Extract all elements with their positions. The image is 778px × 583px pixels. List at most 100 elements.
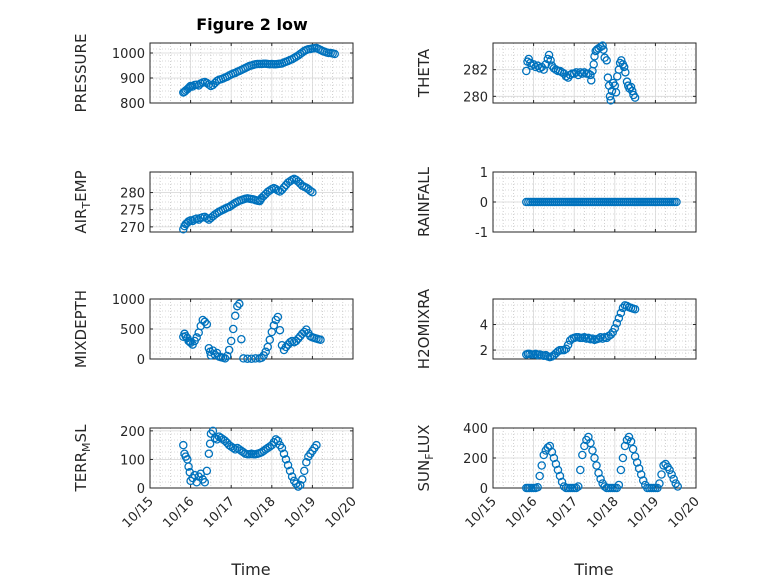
y-tick-label: 900 <box>120 72 145 87</box>
data-point <box>541 350 551 360</box>
data-point <box>659 461 668 470</box>
data-point <box>531 62 540 72</box>
data-point <box>204 80 214 89</box>
data-point <box>571 483 581 493</box>
data-point <box>224 345 234 355</box>
data-point <box>625 84 634 93</box>
data-point <box>330 49 339 59</box>
axes-box <box>492 298 697 360</box>
data-point <box>563 340 573 350</box>
data-point <box>665 465 674 475</box>
y-tick-label: -1 <box>475 226 488 241</box>
y-tick-label: 1 <box>480 166 488 181</box>
data-point <box>179 440 188 450</box>
y-axis-label: PRESSURE <box>72 34 90 113</box>
data-point <box>233 301 242 311</box>
data-point <box>202 319 212 329</box>
data-point <box>596 333 605 342</box>
data-point <box>251 354 260 363</box>
subplot-4: 0 500 1000 MIXDEPTH <box>72 290 354 368</box>
data-point <box>535 471 544 481</box>
data-point <box>279 449 289 458</box>
data-point <box>546 56 555 65</box>
data-point <box>578 69 587 78</box>
data-point <box>257 353 266 363</box>
y-tick-label: 100 <box>120 453 145 468</box>
data-point <box>598 41 607 50</box>
data-point <box>271 435 281 444</box>
subplot-6: 10/15 10/16 10/17 10/18 10/19 10/20 0 100 200 TER… <box>72 424 360 531</box>
data-point <box>261 347 270 357</box>
y-axis-label: THETA <box>415 48 433 98</box>
data-point <box>628 444 638 454</box>
data-point <box>273 436 283 446</box>
data-point <box>231 311 240 321</box>
data-point <box>210 433 220 443</box>
x-tick-label: 10/18 <box>242 494 279 531</box>
y-axis-label: H2OMIXRA <box>415 288 433 369</box>
data-point <box>306 186 315 196</box>
x-tick-label: 10/18 <box>585 494 622 531</box>
data-point <box>220 354 230 363</box>
data-point <box>265 335 275 345</box>
data-point <box>184 462 193 471</box>
data-point <box>588 334 597 343</box>
x-tick-label: 10/20 <box>323 494 360 531</box>
y-axis-label: SUNFLUX <box>415 425 436 492</box>
data-point <box>559 345 569 355</box>
data-point <box>281 455 291 464</box>
data-point <box>316 335 325 345</box>
data-point <box>269 321 279 330</box>
data-point <box>574 482 583 491</box>
data-point <box>626 437 636 446</box>
data-point <box>619 62 629 72</box>
subplot-2: 270 275 280 AIRTEMP <box>72 170 354 236</box>
data-point <box>596 42 605 52</box>
data-point <box>277 340 287 350</box>
data-point <box>605 92 615 101</box>
y-tick-label: 800 <box>120 97 145 112</box>
y-axis-label: AIRTEMP <box>72 170 93 233</box>
data-point <box>239 354 248 363</box>
y-tick-label: 0 <box>137 353 145 368</box>
data-point <box>300 466 309 476</box>
axes-box <box>149 427 354 489</box>
y-tick-label: 280 <box>120 187 145 202</box>
data-point <box>606 330 615 339</box>
data-point <box>618 453 628 463</box>
data-point <box>275 325 285 335</box>
y-tick-label: 1000 <box>112 47 145 62</box>
data-point <box>672 197 681 207</box>
data-point <box>669 474 678 484</box>
x-tick-label: 10/17 <box>544 494 581 531</box>
y-tick-label: 2 <box>480 344 488 359</box>
data-point <box>594 334 603 343</box>
y-tick-label: 200 <box>120 425 145 440</box>
data-point <box>578 450 587 460</box>
data-point <box>569 69 579 78</box>
x-tick-label: 10/16 <box>160 494 197 531</box>
data-point <box>533 482 542 492</box>
axes-box <box>149 42 354 104</box>
data-point <box>308 187 317 197</box>
data-point <box>614 480 624 490</box>
x-tick-label: 10/17 <box>201 494 238 531</box>
data-point <box>535 64 544 73</box>
x-tick-label: 10/19 <box>625 494 662 531</box>
y-tick-label: 0 <box>480 196 488 211</box>
data-point <box>202 466 212 476</box>
x-tick-label: 10/15 <box>463 494 500 531</box>
data-point <box>235 299 244 309</box>
data-point <box>655 479 664 488</box>
data-point <box>553 347 563 356</box>
data-point <box>599 45 608 54</box>
data-point <box>587 76 596 85</box>
data-point <box>186 338 195 348</box>
data-point <box>539 65 549 74</box>
data-point <box>522 66 531 76</box>
x-axis-label-left: Time <box>230 560 270 579</box>
y-tick-label: 0 <box>480 482 488 497</box>
data-point <box>588 446 597 455</box>
y-tick-label: 500 <box>120 323 145 338</box>
data-point <box>630 93 640 102</box>
